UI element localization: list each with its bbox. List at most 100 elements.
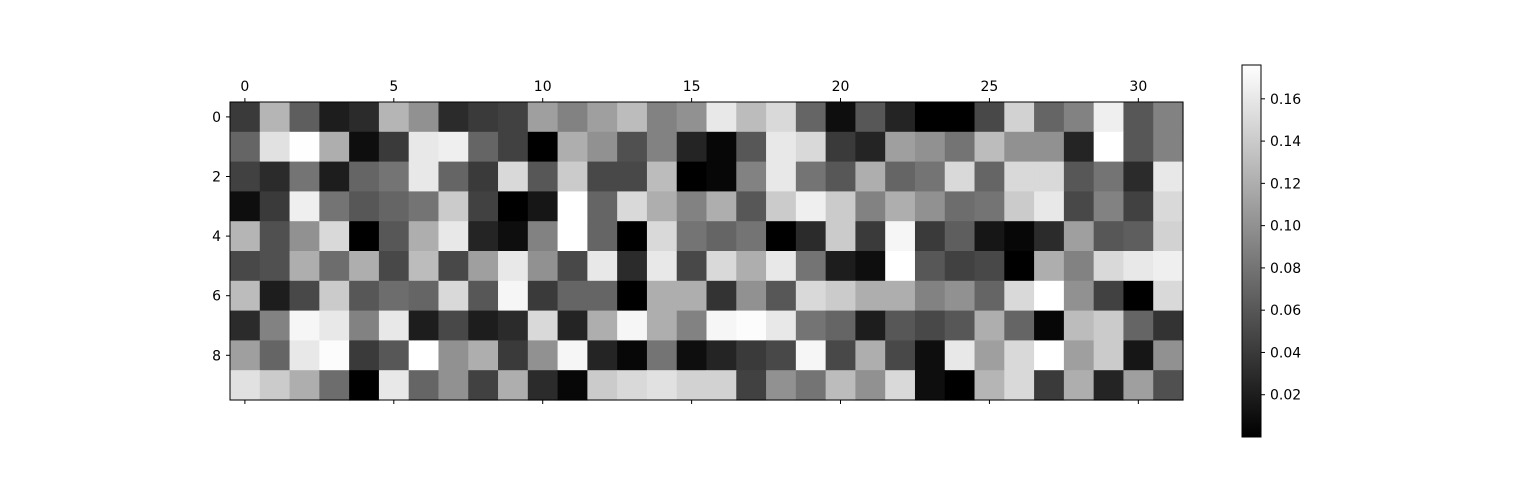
heatmap-cell-r3-c16 xyxy=(706,191,737,222)
heatmap-cell-r9-c9 xyxy=(498,370,529,401)
colorbar-tick-label-0.04: 0.04 xyxy=(1270,345,1301,361)
heatmap-cell-r1-c24 xyxy=(944,131,976,163)
heatmap-cell-r5-c26 xyxy=(1004,251,1035,282)
heatmap-cell-r7-c25 xyxy=(974,310,1005,341)
heatmap-cell-r7-c2 xyxy=(289,310,320,341)
heatmap-cell-r1-c12 xyxy=(587,131,618,163)
heatmap-cell-r8-c15 xyxy=(676,340,708,371)
heatmap-cell-r9-c8 xyxy=(468,370,499,401)
heatmap-cell-r2-c3 xyxy=(319,161,350,192)
heatmap-cell-r1-c8 xyxy=(468,131,499,163)
heatmap-cell-r2-c17 xyxy=(736,161,767,192)
heatmap-cell-r7-c6 xyxy=(408,310,440,341)
heatmap-cell-r9-c15 xyxy=(676,370,708,401)
heatmap-cell-r0-c30 xyxy=(1123,102,1154,133)
heatmap-cell-r1-c11 xyxy=(557,131,588,163)
heatmap-cell-r4-c30 xyxy=(1123,221,1154,252)
heatmap-cell-r7-c11 xyxy=(557,310,588,341)
heatmap-cell-r5-c29 xyxy=(1093,251,1125,282)
heatmap-cell-r4-c9 xyxy=(498,221,529,252)
heatmap-cell-r5-c9 xyxy=(498,251,529,282)
heatmap-cell-r5-c5 xyxy=(378,251,410,282)
heatmap-cell-r6-c4 xyxy=(349,280,380,312)
heatmap-cell-r4-c18 xyxy=(766,221,797,252)
x-tick-label-25: 25 xyxy=(981,79,999,95)
heatmap-cell-r3-c0 xyxy=(230,191,261,222)
heatmap-cell-r0-c23 xyxy=(914,102,946,133)
heatmap-cell-r2-c16 xyxy=(706,161,737,192)
heatmap-cell-r1-c15 xyxy=(676,131,708,163)
heatmap-cell-r5-c23 xyxy=(914,251,946,282)
heatmap-cell-r3-c23 xyxy=(914,191,946,222)
heatmap-cell-r7-c30 xyxy=(1123,310,1154,341)
heatmap-cell-r8-c22 xyxy=(885,340,916,371)
heatmap-cell-r0-c5 xyxy=(378,102,410,133)
heatmap-cell-r8-c28 xyxy=(1063,340,1095,371)
heatmap-cell-r5-c1 xyxy=(259,251,291,282)
heatmap-cell-r5-c27 xyxy=(1034,251,1065,282)
heatmap-cell-r9-c16 xyxy=(706,370,737,401)
colorbar xyxy=(1241,64,1262,438)
heatmap-cell-r9-c3 xyxy=(319,370,350,401)
heatmap-cell-r6-c17 xyxy=(736,280,767,312)
heatmap-cell-r0-c12 xyxy=(587,102,618,133)
heatmap-cell-r9-c12 xyxy=(587,370,618,401)
heatmap-cell-r3-c30 xyxy=(1123,191,1154,222)
heatmap-cell-r3-c1 xyxy=(259,191,291,222)
heatmap-cell-r6-c8 xyxy=(468,280,499,312)
heatmap-cell-r1-c4 xyxy=(349,131,380,163)
heatmap-cell-r6-c5 xyxy=(378,280,410,312)
heatmap-cell-r7-c10 xyxy=(527,310,559,341)
heatmap-cell-r9-c11 xyxy=(557,370,588,401)
heatmap-cell-r1-c22 xyxy=(885,131,916,163)
heatmap-cell-r8-c31 xyxy=(1153,340,1184,371)
heatmap-cell-r3-c19 xyxy=(795,191,827,222)
heatmap-cell-r9-c18 xyxy=(766,370,797,401)
heatmap-cell-r6-c19 xyxy=(795,280,827,312)
heatmap-cell-r1-c2 xyxy=(289,131,320,163)
colorbar-tick-label-0.08: 0.08 xyxy=(1270,261,1301,277)
heatmap-cell-r3-c21 xyxy=(855,191,886,222)
heatmap-cell-r3-c15 xyxy=(676,191,708,222)
heatmap-cell-r7-c24 xyxy=(944,310,976,341)
heatmap-cell-r9-c14 xyxy=(646,370,678,401)
heatmap-cell-r4-c0 xyxy=(230,221,261,252)
heatmap-cell-r3-c12 xyxy=(587,191,618,222)
heatmap-cell-r1-c0 xyxy=(230,131,261,163)
heatmap-cell-r2-c20 xyxy=(825,161,857,192)
heatmap-cell-r5-c4 xyxy=(349,251,380,282)
heatmap-cell-r1-c14 xyxy=(646,131,678,163)
heatmap-cell-r9-c5 xyxy=(378,370,410,401)
x-tick-label-10: 10 xyxy=(534,79,552,95)
heatmap-cell-r7-c31 xyxy=(1153,310,1184,341)
heatmap-cell-r8-c7 xyxy=(438,340,469,371)
heatmap-cell-r7-c26 xyxy=(1004,310,1035,341)
heatmap-cell-r3-c3 xyxy=(319,191,350,222)
y-tick-label-8: 8 xyxy=(212,348,221,364)
heatmap-cell-r5-c22 xyxy=(885,251,916,282)
heatmap-cell-r8-c16 xyxy=(706,340,737,371)
heatmap-cell-r8-c11 xyxy=(557,340,588,371)
heatmap-cell-r3-c14 xyxy=(646,191,678,222)
heatmap-cell-r9-c22 xyxy=(885,370,916,401)
heatmap-cell-r2-c31 xyxy=(1153,161,1184,192)
heatmap-cell-r3-c10 xyxy=(527,191,559,222)
heatmap-cell-r3-c9 xyxy=(498,191,529,222)
heatmap-cell-r6-c14 xyxy=(646,280,678,312)
heatmap-cell-r8-c1 xyxy=(259,340,291,371)
heatmap-cell-r5-c18 xyxy=(766,251,797,282)
heatmap-cell-r0-c16 xyxy=(706,102,737,133)
heatmap-cell-r6-c26 xyxy=(1004,280,1035,312)
heatmap-cell-r9-c31 xyxy=(1153,370,1184,401)
heatmap-cell-r7-c16 xyxy=(706,310,737,341)
heatmap-cell-r9-c7 xyxy=(438,370,469,401)
heatmap-cell-r5-c10 xyxy=(527,251,559,282)
heatmap-cell-r0-c28 xyxy=(1063,102,1095,133)
colorbar-tick-label-0.06: 0.06 xyxy=(1270,303,1301,319)
heatmap-cell-r7-c23 xyxy=(914,310,946,341)
heatmap-cell-r0-c18 xyxy=(766,102,797,133)
heatmap-cell-r1-c17 xyxy=(736,131,767,163)
heatmap-cell-r9-c24 xyxy=(944,370,976,401)
heatmap-cell-r1-c7 xyxy=(438,131,469,163)
heatmap-cell-r5-c17 xyxy=(736,251,767,282)
